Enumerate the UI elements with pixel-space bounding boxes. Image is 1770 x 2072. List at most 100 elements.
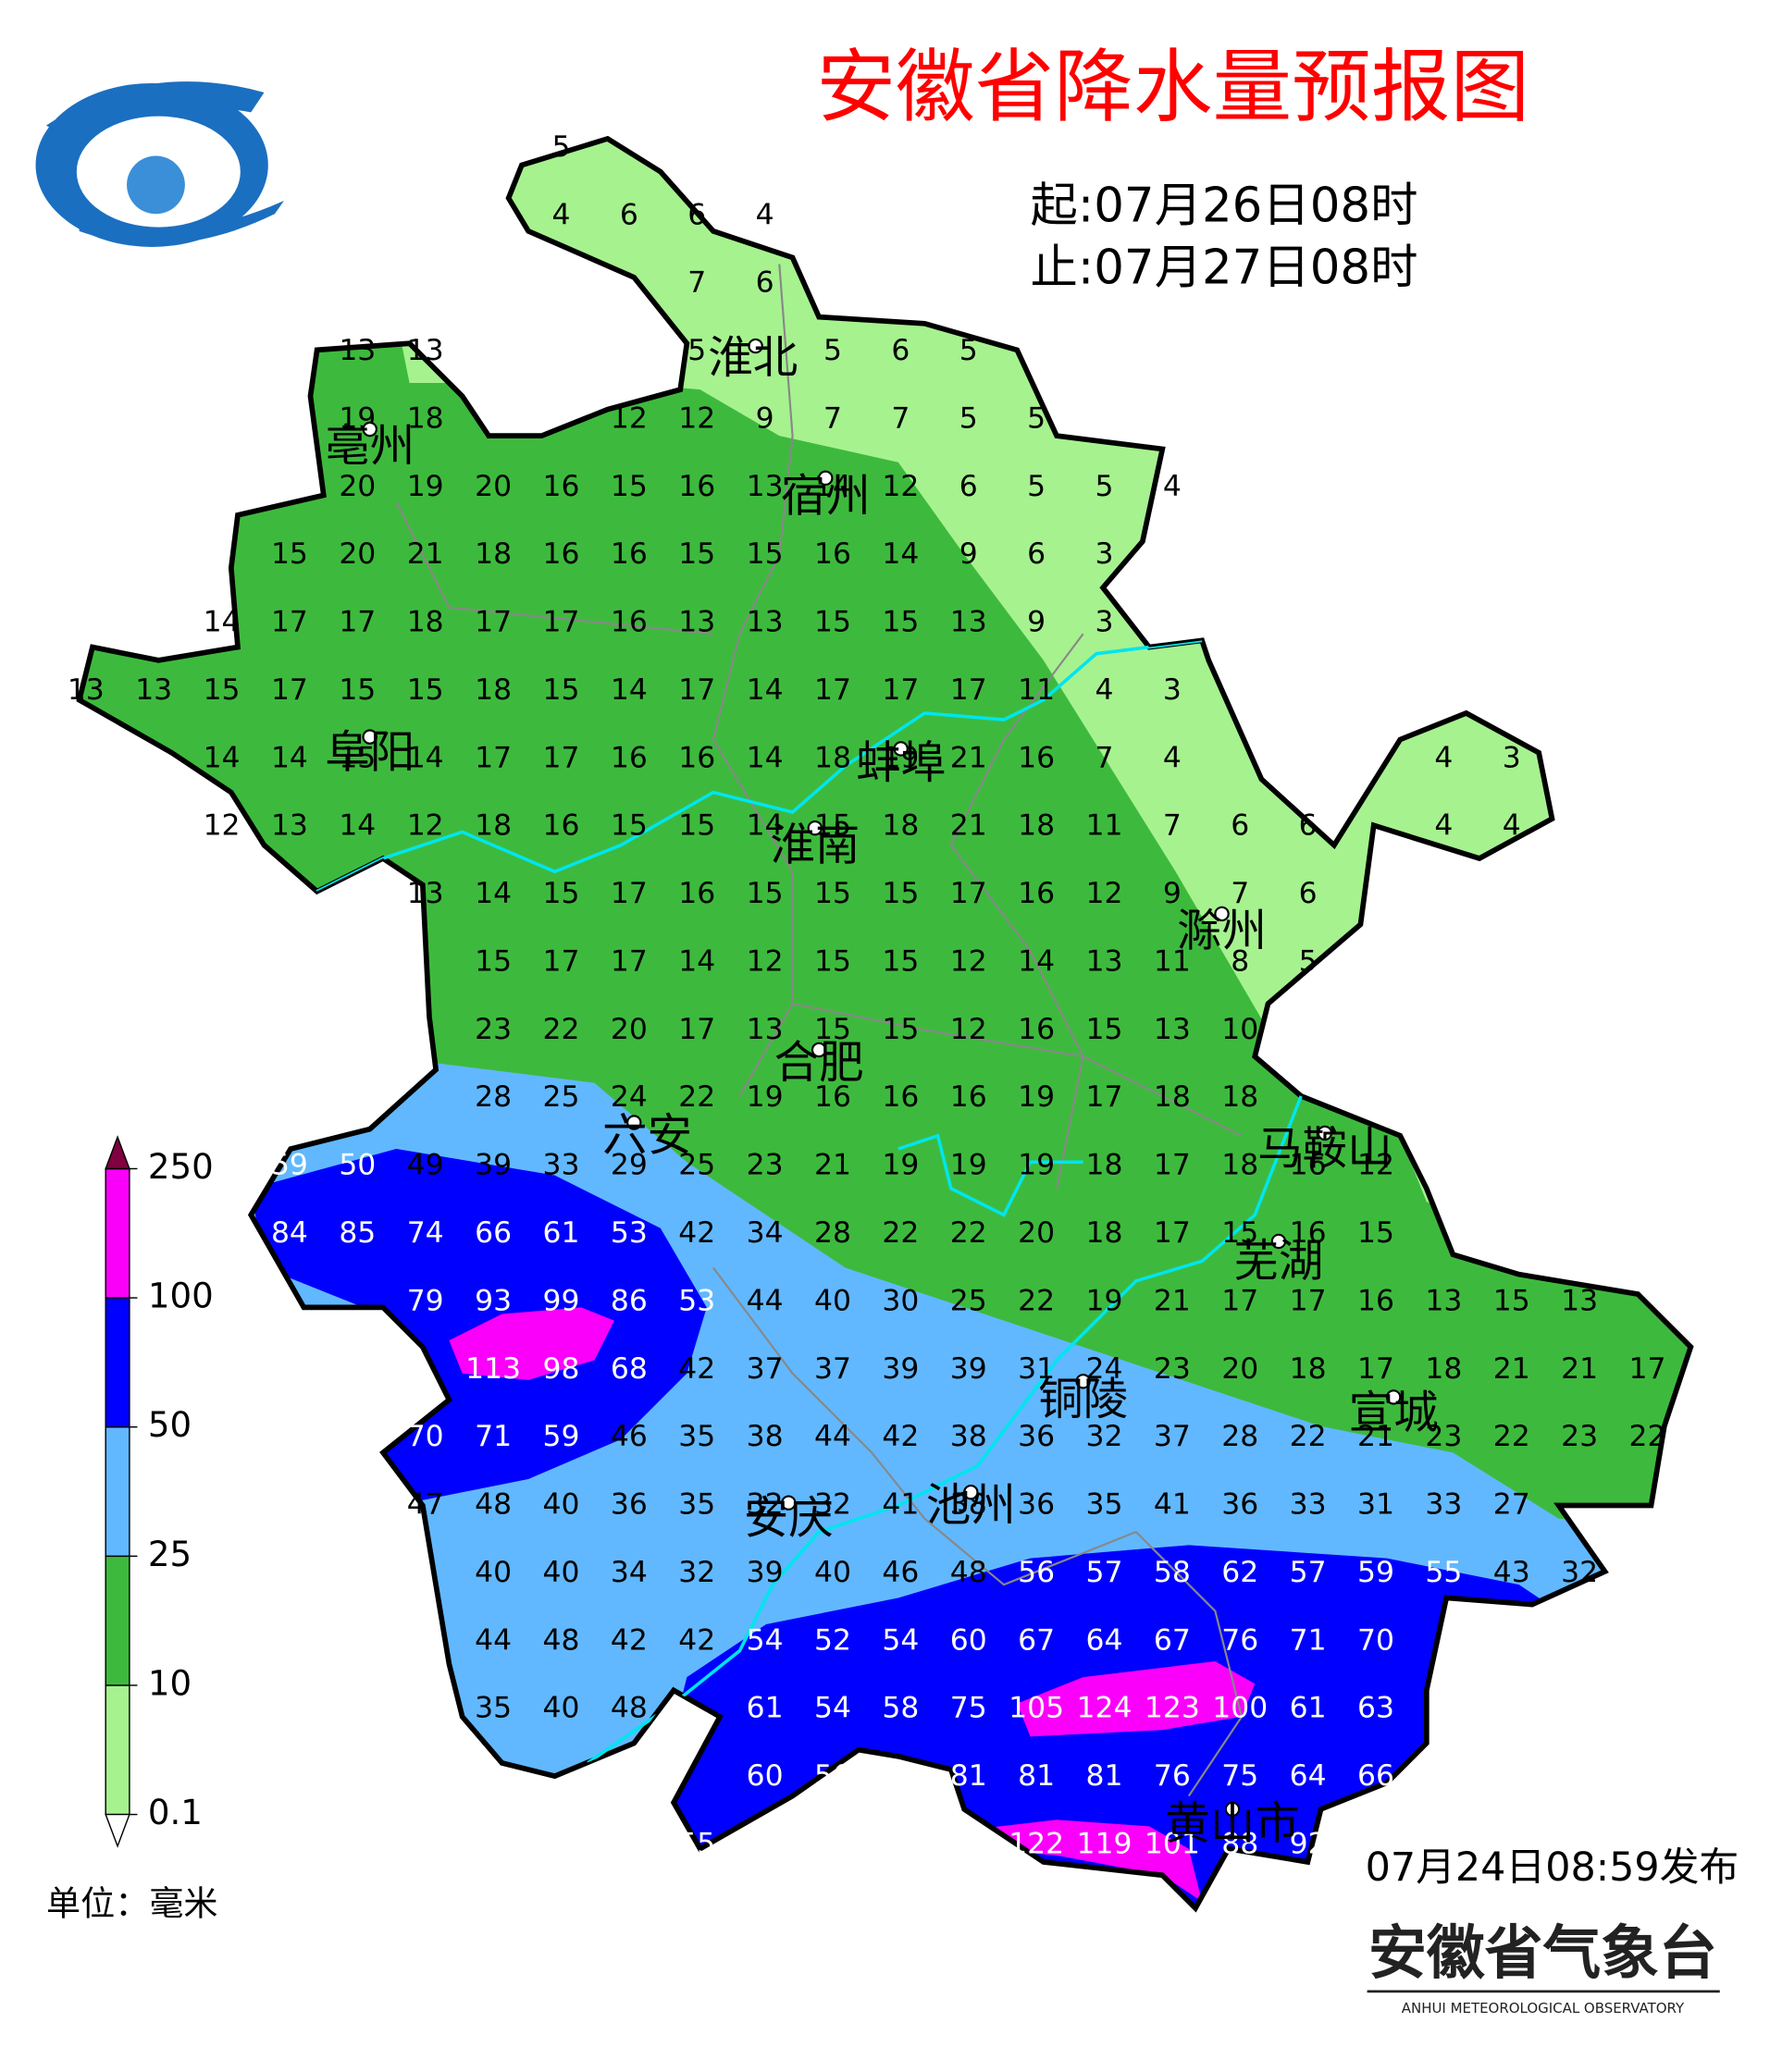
- grid-value: 15: [814, 877, 851, 910]
- legend-swatch: [105, 1297, 130, 1428]
- grid-value: 17: [678, 1013, 715, 1046]
- grid-value: 7: [687, 266, 706, 300]
- grid-value: 16: [611, 741, 648, 774]
- grid-value: 50: [339, 1149, 376, 1182]
- grid-value: 5: [551, 130, 570, 164]
- grid-value: 88: [1221, 1827, 1258, 1860]
- grid-value: 70: [407, 1420, 444, 1453]
- city-dot: [1214, 906, 1230, 922]
- city-name: 宣城: [1349, 1387, 1439, 1438]
- grid-value: 86: [611, 1284, 648, 1317]
- grid-value: 67: [1018, 1623, 1055, 1657]
- grid-value: 42: [678, 1216, 715, 1250]
- grid-value: 13: [68, 673, 105, 707]
- legend-swatch: [105, 1555, 130, 1686]
- grid-value: 20: [1221, 1352, 1258, 1386]
- grid-value: 53: [678, 1284, 715, 1317]
- grid-value: 54: [747, 1623, 784, 1657]
- grid-value: 17: [271, 673, 308, 707]
- grid-value: 75: [1221, 1759, 1258, 1793]
- grid-value: 28: [1221, 1420, 1258, 1453]
- legend-swatch: [105, 1167, 130, 1299]
- grid-value: 9: [959, 537, 978, 571]
- grid-value: 33: [1425, 1488, 1462, 1522]
- grid-value: 122: [1009, 1827, 1064, 1860]
- grid-values: 54 6 6 47 613 13 5 5 6 519 18 12 12 9 7 7 5 520 19 20 16 15 16…: [68, 130, 1666, 1860]
- grid-value: 47: [407, 1488, 444, 1522]
- grid-value: 16: [1018, 877, 1055, 910]
- grid-value: 61: [542, 1216, 579, 1250]
- grid-value: 43: [1493, 1556, 1530, 1589]
- grid-value: 42: [678, 1352, 715, 1386]
- grid-value: 14: [678, 944, 715, 978]
- grid-value: 68: [611, 1352, 648, 1386]
- grid-value: 15: [271, 537, 308, 571]
- grid-value: 16: [542, 809, 579, 843]
- grid-value: 13: [747, 1013, 784, 1046]
- grid-value: 15: [542, 877, 579, 910]
- grid-value: 18: [475, 673, 512, 707]
- grid-value: 15: [339, 741, 376, 774]
- grid-value: 15: [882, 606, 919, 639]
- grid-value: 3: [1163, 673, 1182, 707]
- zone-100-250: [449, 1307, 614, 1380]
- grid-value: 7: [823, 401, 842, 435]
- grid-value: 119: [1077, 1827, 1133, 1860]
- grid-value: 15: [204, 673, 241, 707]
- grid-value: 52: [814, 1623, 851, 1657]
- grid-value: 16: [882, 1080, 919, 1114]
- city-name: 黄山市: [1165, 1797, 1300, 1849]
- city-dot: [1385, 1389, 1402, 1405]
- grid-value: 12: [950, 1013, 987, 1046]
- grid-value: 23: [747, 1149, 784, 1182]
- grid-value: 25: [542, 1080, 579, 1114]
- grid-value: 13: [271, 809, 308, 843]
- grid-value: 40: [542, 1488, 579, 1522]
- grid-value: 76: [1221, 1623, 1258, 1657]
- grid-value: 14: [339, 809, 376, 843]
- grid-value: 16: [1018, 741, 1055, 774]
- grid-value: 39: [950, 1352, 987, 1386]
- grid-value: 12: [204, 809, 241, 843]
- grid-value: 5: [1095, 470, 1113, 503]
- grid-value: 23: [1425, 1420, 1462, 1453]
- grid-value: 17: [1357, 1352, 1394, 1386]
- grid-value: 36: [1018, 1420, 1055, 1453]
- grid-value: 49: [407, 1149, 444, 1182]
- city-dot: [1224, 1801, 1241, 1818]
- grid-value: 17: [339, 606, 376, 639]
- grid-value: 22: [678, 1080, 715, 1114]
- grid-value: 18: [1221, 1149, 1258, 1182]
- grid-value: 4: [1503, 809, 1521, 843]
- issued: 07月24日08:59发布: [1366, 1844, 1739, 1891]
- grid-value: 15: [1357, 1216, 1394, 1250]
- grid-value: 81: [1018, 1759, 1055, 1793]
- grid-value: 22: [950, 1216, 987, 1250]
- publisher: 安徽省气象台: [1368, 1919, 1717, 1987]
- legend-swatch: [105, 1135, 130, 1170]
- grid-value: 4: [1434, 741, 1453, 774]
- grid-value: 105: [1009, 1692, 1064, 1725]
- period-end: 止:07月27日08时: [1031, 240, 1418, 296]
- grid-value: 22: [1493, 1420, 1530, 1453]
- city-dot: [893, 741, 909, 757]
- rivers: [303, 638, 1303, 1765]
- grid-value: 14: [204, 606, 241, 639]
- grid-value: 15: [678, 537, 715, 571]
- grid-value: 31: [1357, 1488, 1394, 1522]
- grid-value: 11: [1154, 944, 1191, 978]
- grid-value: 5: [1027, 470, 1046, 503]
- grid-value: 17: [882, 673, 919, 707]
- grid-value: 32: [1561, 1556, 1598, 1589]
- grid-value: 44: [814, 1420, 851, 1453]
- grid-value: 64: [1290, 1759, 1327, 1793]
- grid-value: 15: [542, 673, 579, 707]
- grid-value: 25: [950, 1284, 987, 1317]
- grid-value: 18: [475, 809, 512, 843]
- grid-value: 81: [950, 1759, 987, 1793]
- city-name: 马鞍山: [1257, 1123, 1392, 1175]
- grid-value: 20: [1018, 1216, 1055, 1250]
- grid-value: 4: [1163, 470, 1182, 503]
- grid-value: 21: [1154, 1284, 1191, 1317]
- grid-value: 13: [407, 877, 444, 910]
